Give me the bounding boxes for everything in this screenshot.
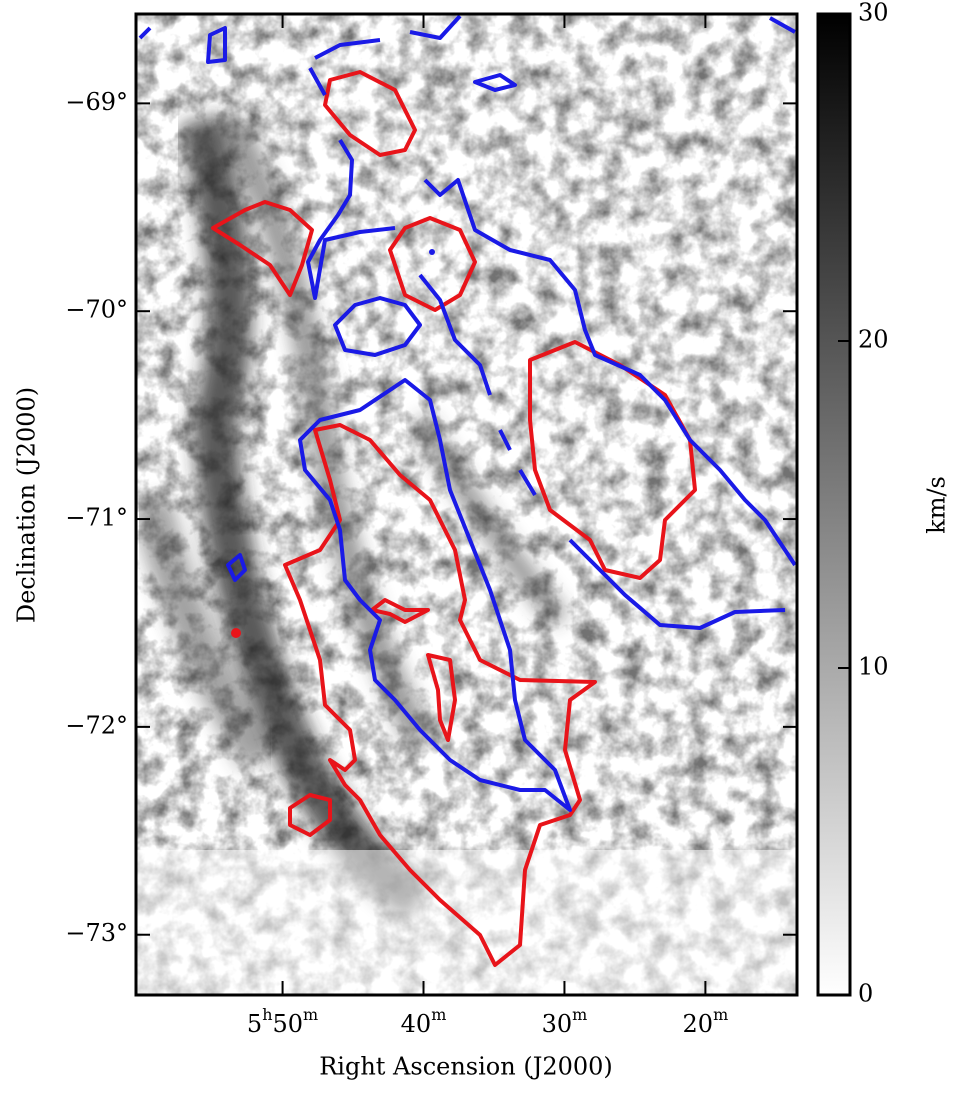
x-tick-label: 5h50m: [247, 1005, 318, 1038]
y-tick-label: −71°: [65, 504, 128, 532]
y-tick-label: −69°: [65, 88, 128, 116]
velocity-image: [136, 14, 797, 995]
colorbar: [818, 14, 850, 995]
y-tick-label: −70°: [65, 296, 128, 324]
y-tick-label: −73°: [65, 919, 128, 947]
x-tick-label: 30m: [542, 1005, 588, 1038]
y-tick-label: −72°: [65, 711, 128, 739]
colorbar-tick-label: 30: [858, 0, 889, 27]
colorbar-label: km/s: [923, 476, 951, 534]
colorbar-tick-label: 0: [858, 980, 873, 1008]
y-axis-label: Declination (J2000): [13, 387, 41, 623]
blue-contour: [429, 249, 435, 255]
x-tick-label: 40m: [401, 1005, 447, 1038]
colorbar-tick-label: 10: [858, 653, 889, 681]
colorbar-tick-label: 20: [858, 326, 889, 354]
x-axis-label: Right Ascension (J2000): [319, 1053, 613, 1081]
chart: Right Ascension (J2000) Declination (J20…: [0, 0, 953, 1093]
x-tick-label: 20m: [683, 1005, 729, 1038]
red-contour: [231, 628, 241, 638]
